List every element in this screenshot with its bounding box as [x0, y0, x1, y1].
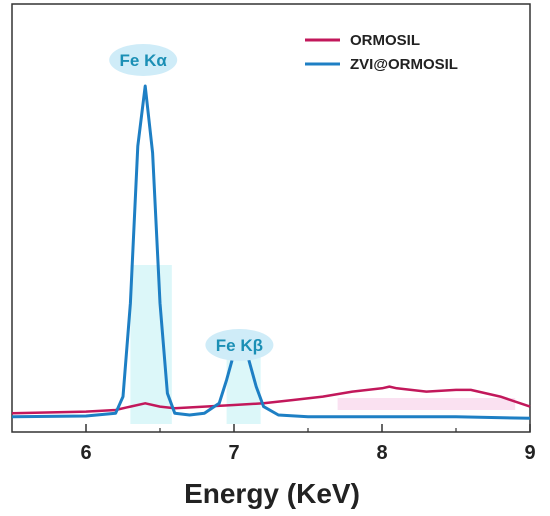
legend: ORMOSIL ZVI@ORMOSIL: [305, 32, 458, 73]
x-tick-label-9: 9: [524, 442, 535, 464]
peak-highlight-2: [226, 355, 261, 424]
plot-frame: [11, 3, 531, 433]
legend-label-ormosil: ORMOSIL: [350, 32, 420, 49]
x-tick-label-6: 6: [80, 442, 91, 464]
x-axis-ticks: 6 7 8 9: [80, 424, 536, 464]
peak-label-bubble-2: [205, 329, 274, 361]
legend-label-zvi-ormosil: ZVI@ORMOSIL: [350, 56, 458, 73]
series-lines: [11, 84, 531, 420]
peak-label-2: Fe Kβ: [216, 336, 263, 355]
peak-label-bubble-1: [109, 44, 178, 76]
peak-annotations: Fe Kα Fe Kβ: [109, 44, 274, 361]
peak-label-1: Fe Kα: [120, 51, 168, 70]
series-line-ormosil: [11, 385, 531, 415]
x-tick-label-8: 8: [376, 442, 387, 464]
peak-highlights: [130, 265, 516, 424]
ormosil-highlight: [337, 398, 516, 410]
peak-highlight-1: [130, 265, 172, 424]
x-axis-title: Energy (KeV): [184, 478, 360, 509]
series-line-zvi-ormosil: [11, 84, 531, 420]
x-tick-label-7: 7: [228, 442, 239, 464]
